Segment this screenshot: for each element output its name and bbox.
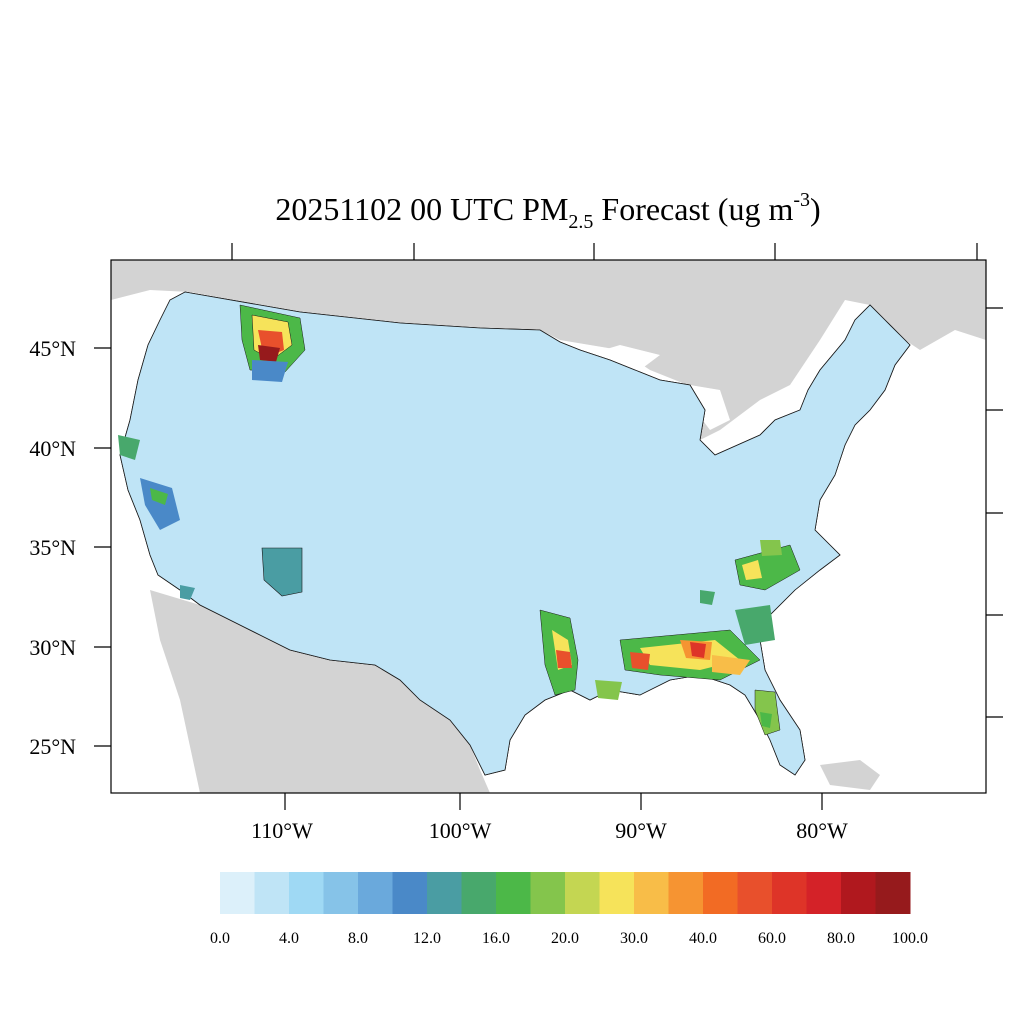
hotspot-california	[118, 435, 195, 600]
colorbar-swatch	[323, 872, 359, 914]
colorbar-swatch	[427, 872, 462, 914]
map-frame	[110, 259, 987, 794]
colorbar-swatch	[392, 872, 428, 914]
colorbar-label: 4.0	[279, 930, 299, 947]
colorbar-swatch	[461, 872, 497, 914]
lon-label: 100°W	[429, 818, 492, 843]
colorbar-label: 60.0	[758, 930, 786, 947]
colorbar-swatch	[496, 872, 531, 914]
hotspot-arizona	[261, 547, 303, 597]
colorbar-label: 12.0	[413, 930, 441, 947]
lat-label: 30°N	[29, 635, 76, 660]
colorbar-label: 30.0	[620, 930, 648, 947]
hotspots	[118, 304, 801, 736]
colorbar-swatch	[668, 872, 704, 914]
hotspot-montana	[239, 304, 306, 382]
top-ticks	[231, 243, 978, 260]
colorbar-label: 0.0	[210, 930, 230, 947]
colorbar-labels: 0.0 4.0 8.0 12.0 16.0 20.0 30.0 40.0 60.0 80.0 100…	[210, 930, 928, 947]
colorbar-swatch	[565, 872, 600, 914]
right-ticks	[986, 307, 1003, 718]
lake-huron	[690, 385, 730, 430]
hotspot-florida	[754, 689, 781, 736]
colorbar-swatch	[530, 872, 566, 914]
map-title: 20251102 00 UTC PM2.5 Forecast (ug m-3)	[275, 189, 820, 233]
colorbar-label: 16.0	[482, 930, 510, 947]
colorbar-label: 8.0	[348, 930, 368, 947]
lat-label: 25°N	[29, 734, 76, 759]
colorbar-swatch	[358, 872, 393, 914]
colorbar-swatch	[220, 872, 255, 914]
lat-label: 45°N	[29, 336, 76, 361]
left-ticks	[94, 347, 111, 747]
colorbar-swatch	[254, 872, 290, 914]
lon-label: 110°W	[251, 818, 313, 843]
colorbar-label: 20.0	[551, 930, 579, 947]
latitude-labels: 45°N 40°N 35°N 30°N 25°N	[29, 336, 76, 759]
canada-land	[111, 260, 986, 440]
hotspot-gulf-coast	[619, 629, 761, 681]
colorbar-swatch	[634, 872, 669, 914]
colorbar-label: 80.0	[827, 930, 855, 947]
mexico-land	[150, 590, 490, 793]
colorbar-swatch	[703, 872, 738, 914]
lon-label: 90°W	[615, 818, 667, 843]
lat-label: 35°N	[29, 535, 76, 560]
colorbar-swatch	[737, 872, 773, 914]
hotspot-carolinas-georgia	[700, 540, 801, 645]
bottom-ticks	[284, 793, 823, 810]
colorbar-label: 40.0	[689, 930, 717, 947]
lon-label: 80°W	[796, 818, 848, 843]
lat-label: 40°N	[29, 436, 76, 461]
map-area	[111, 260, 986, 793]
colorbar-swatch	[289, 872, 324, 914]
colorbar-swatch	[841, 872, 876, 914]
colorbar-swatch	[599, 872, 635, 914]
colorbar	[220, 872, 911, 914]
colorbar-swatch	[772, 872, 807, 914]
hotspot-texas-louisiana	[539, 609, 622, 700]
colorbar-swatch	[875, 872, 911, 914]
longitude-labels: 110°W 100°W 90°W 80°W	[251, 818, 848, 843]
cuba-land	[820, 760, 880, 790]
colorbar-label: 100.0	[892, 930, 928, 947]
colorbar-swatch	[806, 872, 842, 914]
